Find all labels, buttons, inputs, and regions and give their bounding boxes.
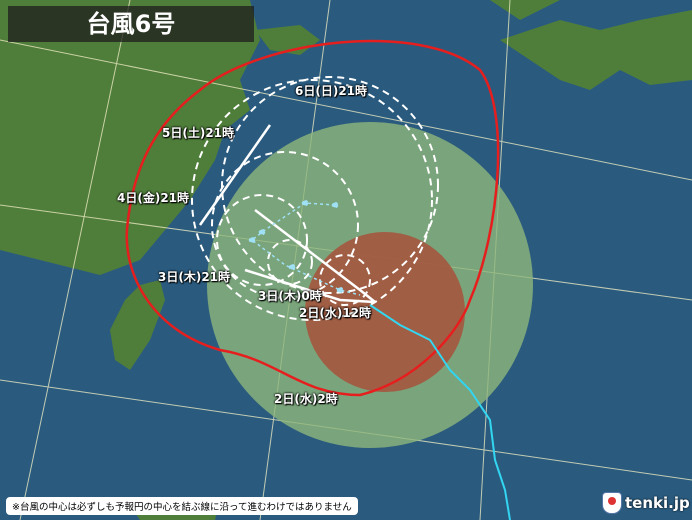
label-5th-21h: 5日(土)21時 [162,126,235,140]
label-3rd-0h: 3日(木)0時 [258,289,322,303]
past-track [369,304,511,520]
logo-text: tenki.jp [625,494,690,512]
storm-warning-area [125,39,500,397]
label-2nd-12h: 2日(水)12時 [299,306,372,320]
label-6th-21h: 6日(日)21時 [295,84,368,98]
forecast-envelope [198,124,376,304]
tenki-logo-icon [602,492,622,514]
page-title: 台風6号 [8,6,254,42]
footnote: ※台風の中心は必ずしも予報円の中心を結ぶ線に沿って進むわけではありません [6,497,358,515]
storm-area [305,232,465,392]
label-3rd-21h: 3日(木)21時 [158,270,231,284]
tenki-logo: tenki.jp [602,492,690,514]
label-4th-21h: 4日(金)21時 [117,191,190,205]
forecast-circles [191,76,439,321]
label-2nd-2h: 2日(水)2時 [274,392,338,406]
forecast-track [248,199,361,296]
